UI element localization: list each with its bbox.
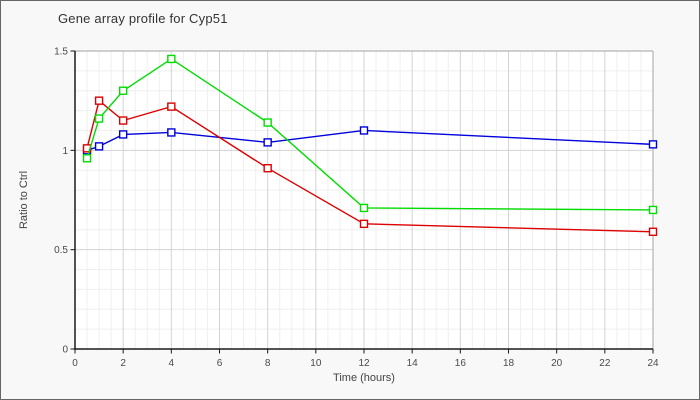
data-point-red xyxy=(359,219,369,229)
series-layer xyxy=(82,54,658,236)
data-point-green xyxy=(263,118,272,127)
x-tick-label: 24 xyxy=(647,358,659,369)
x-tick-label: 16 xyxy=(455,358,467,369)
data-point-blue xyxy=(648,140,658,149)
data-point-red xyxy=(167,102,176,111)
data-point-red xyxy=(263,164,272,173)
x-tick-label: 18 xyxy=(503,358,515,369)
data-point-green xyxy=(359,203,369,213)
data-point-blue xyxy=(94,142,104,151)
data-point-blue xyxy=(167,128,176,137)
x-tick-label: 2 xyxy=(120,358,126,369)
data-point-blue xyxy=(359,126,369,135)
x-axis-title: Time (hours) xyxy=(333,372,395,384)
data-point-green xyxy=(82,154,92,163)
x-tick-label: 12 xyxy=(358,358,370,369)
data-point-green xyxy=(167,54,176,64)
x-tick-label: 22 xyxy=(599,358,611,369)
data-point-green xyxy=(118,86,128,95)
x-tick-label: 10 xyxy=(310,358,322,369)
chart-title: Gene array profile for Cyp51 xyxy=(58,11,228,26)
y-axis-title: Ratio to Ctrl xyxy=(18,171,30,229)
x-tick-label: 0 xyxy=(72,358,78,369)
x-tick-label: 8 xyxy=(265,358,271,369)
data-point-blue xyxy=(118,130,128,139)
data-point-red xyxy=(94,96,104,105)
x-tick-label: 6 xyxy=(217,358,223,369)
data-point-blue xyxy=(263,138,272,147)
x-tick-label: 14 xyxy=(407,358,419,369)
data-point-green xyxy=(94,114,104,123)
data-point-green xyxy=(648,205,658,215)
grid-layer xyxy=(75,50,654,349)
x-tick-label: 4 xyxy=(169,358,175,369)
data-point-red xyxy=(648,227,658,236)
data-point-red xyxy=(118,116,128,125)
y-tick-label: 1 xyxy=(62,146,68,157)
y-tick-label: 1.5 xyxy=(54,47,68,58)
y-tick-label: 0 xyxy=(62,345,68,356)
y-tick-label: 0.5 xyxy=(54,245,68,256)
x-tick-label: 20 xyxy=(551,358,563,369)
